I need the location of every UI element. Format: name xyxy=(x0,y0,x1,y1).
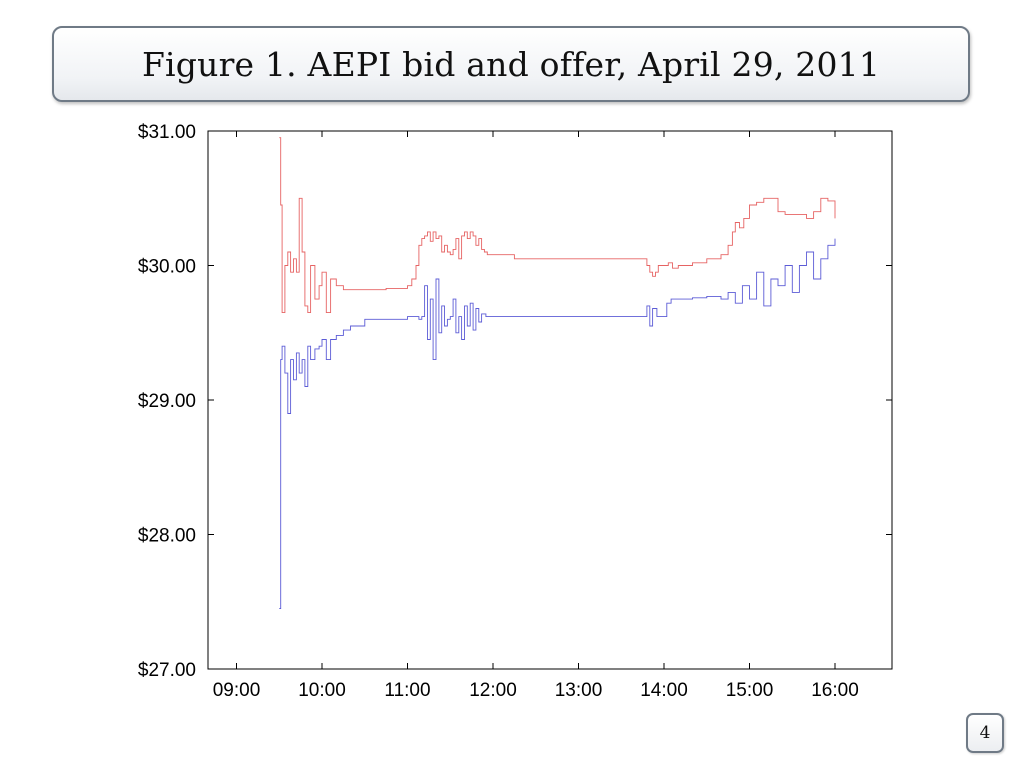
x-tick-label: 13:00 xyxy=(555,680,603,701)
x-tick-label: 09:00 xyxy=(213,680,261,701)
x-tick-label: 15:00 xyxy=(726,680,774,701)
y-tick-label: $29.00 xyxy=(138,391,196,412)
offer-series-line xyxy=(279,137,836,314)
plot-frame xyxy=(207,130,893,670)
x-tick-label: 11:00 xyxy=(384,680,430,701)
page-number: 4 xyxy=(979,723,991,743)
x-tick-label: 16:00 xyxy=(811,680,859,701)
y-tick-label: $27.00 xyxy=(138,660,196,681)
x-tick-label: 12:00 xyxy=(469,680,517,701)
y-tick-label: $30.00 xyxy=(138,257,196,278)
page-number-box: 4 xyxy=(966,713,1004,753)
x-tick-label: 14:00 xyxy=(640,680,688,701)
y-tick-label: $31.00 xyxy=(138,122,196,143)
y-tick-label: $28.00 xyxy=(138,526,196,547)
slide-title-box: Figure 1. AEPI bid and offer, April 29, … xyxy=(52,26,970,102)
slide-title: Figure 1. AEPI bid and offer, April 29, … xyxy=(141,44,881,84)
bid-series-line xyxy=(279,238,836,609)
x-tick-label: 10:00 xyxy=(298,680,346,701)
